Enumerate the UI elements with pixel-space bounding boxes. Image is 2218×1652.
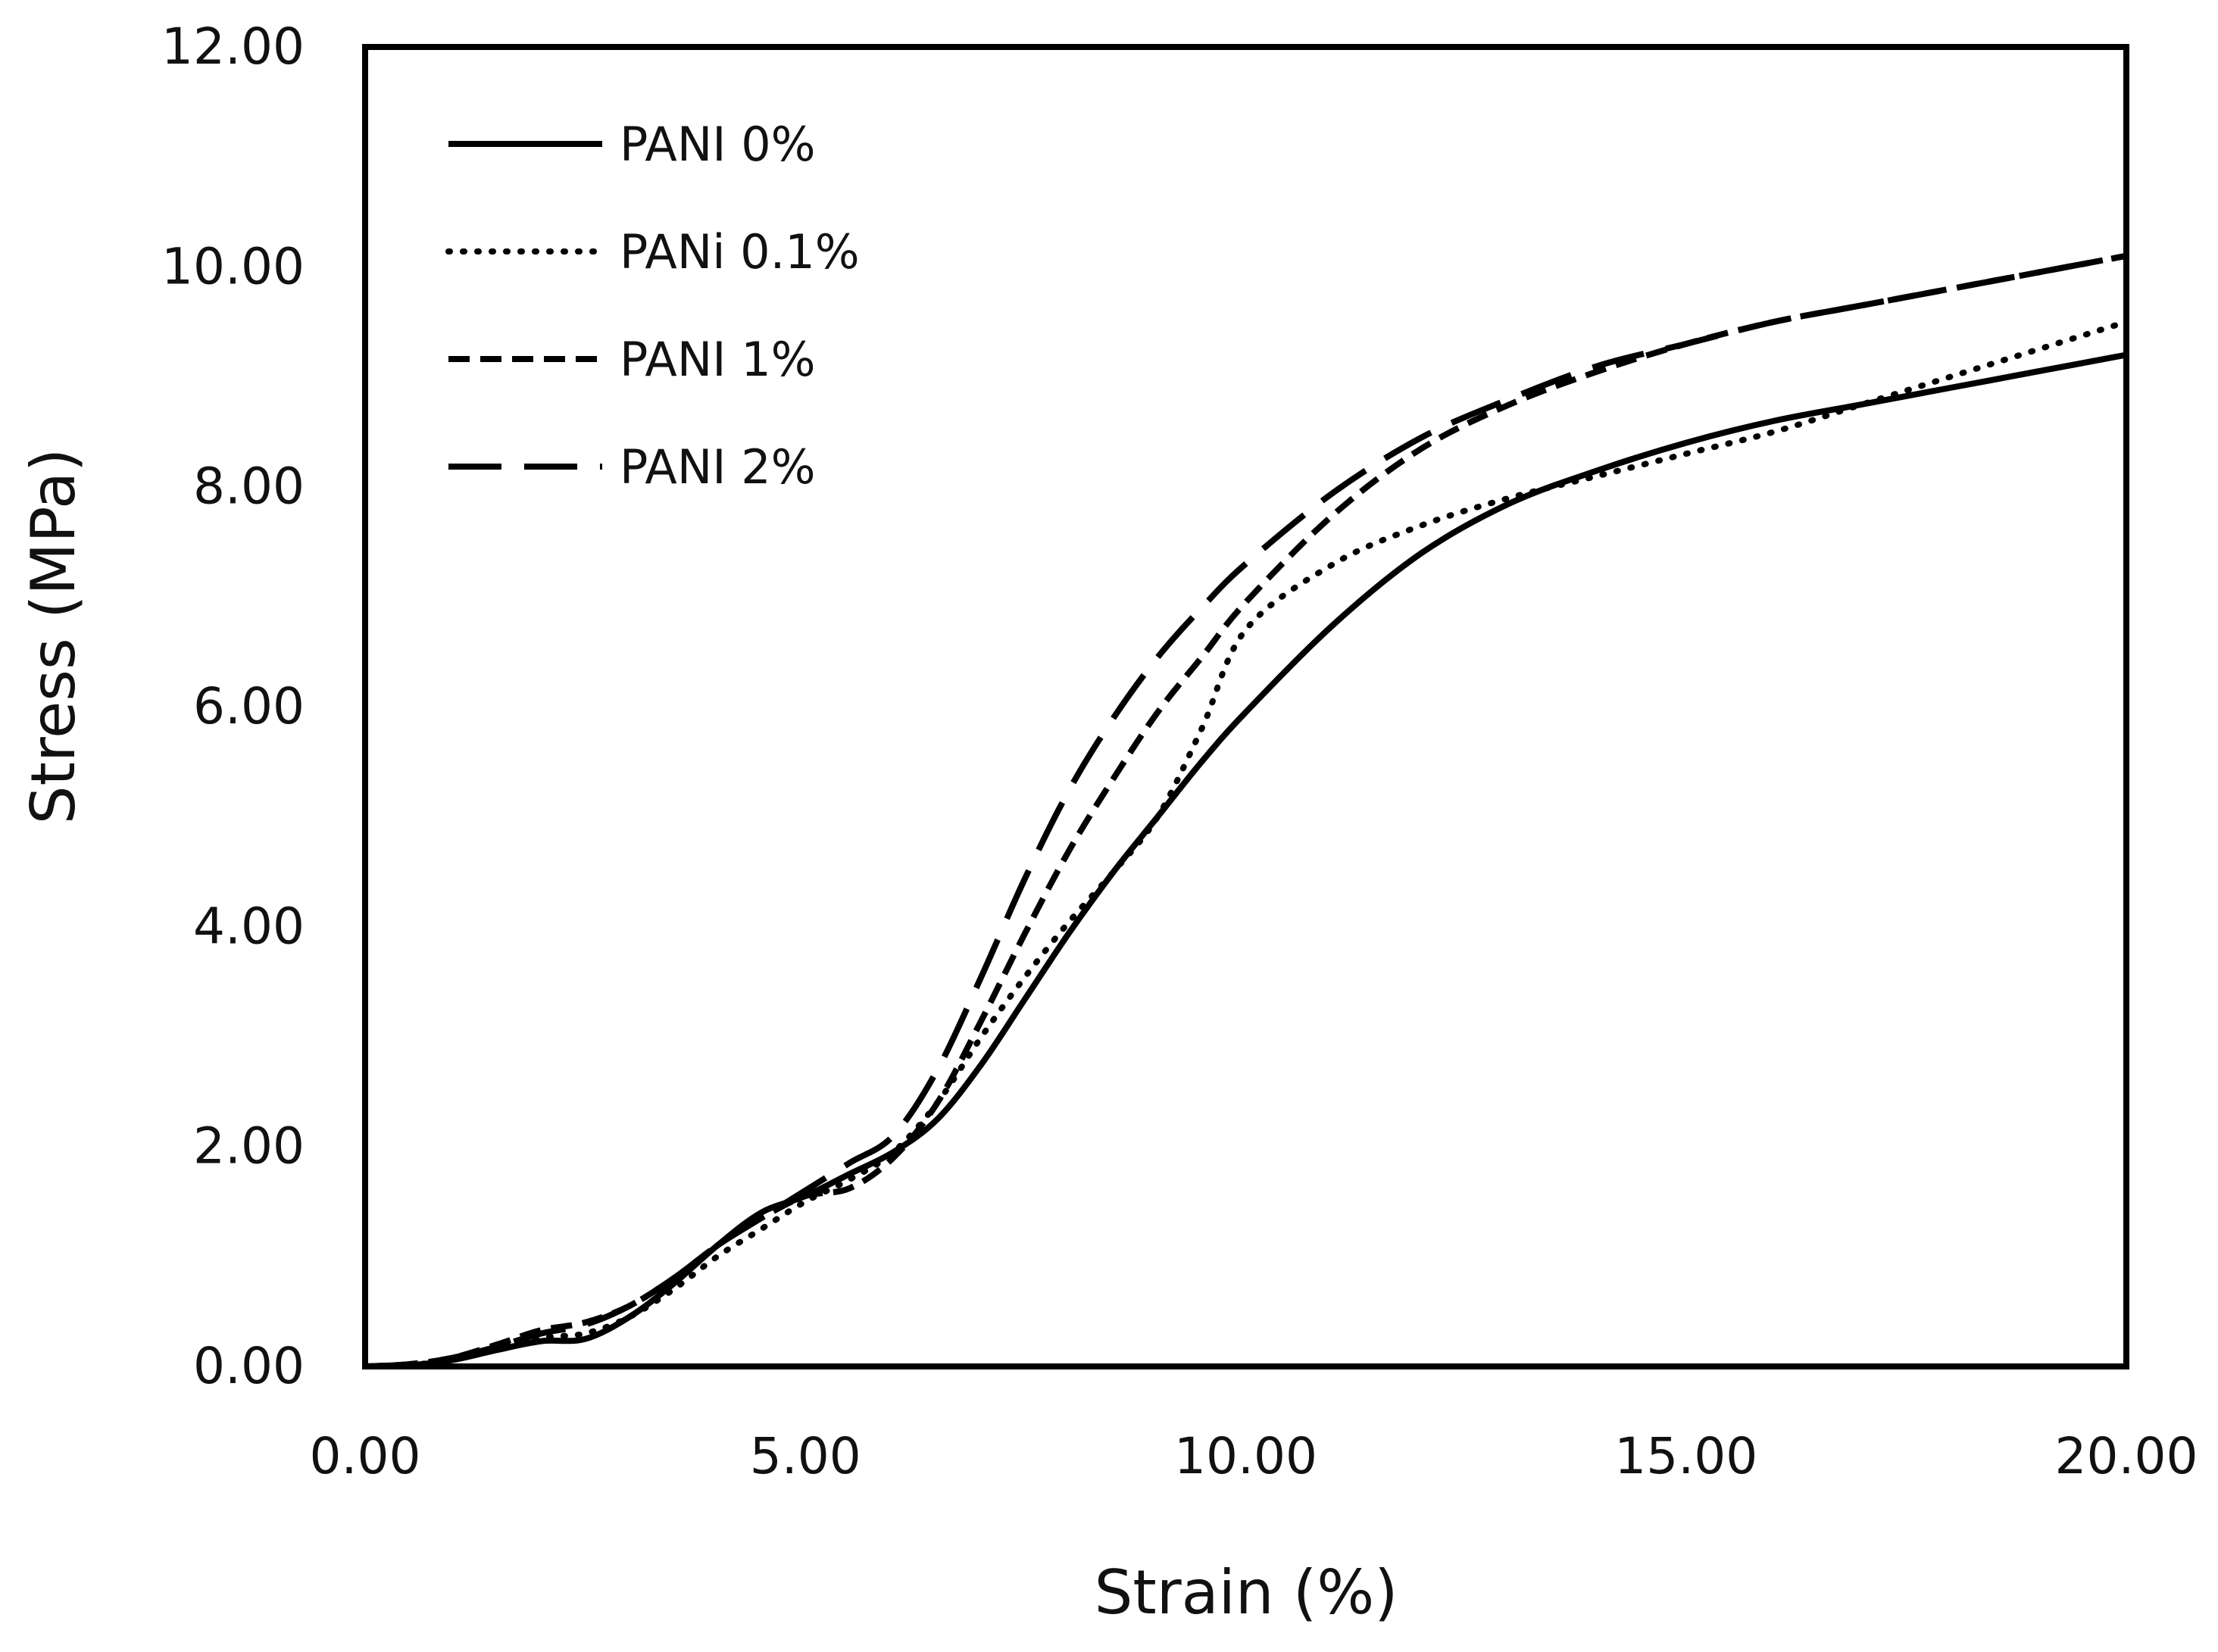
series-layer: [362, 252, 2129, 1369]
y-tick-label: 0.00: [193, 1337, 305, 1395]
y-tick-label: 6.00: [193, 677, 305, 735]
x-tick-label: 5.00: [750, 1427, 861, 1485]
y-tick-label: 4.00: [193, 897, 305, 955]
legend-label: PANI 0%: [620, 117, 816, 172]
y-tick-label: 8.00: [193, 458, 305, 516]
y-tick-labels: 0.00 2.00 4.00 6.00 8.00 10.00 12.00: [161, 17, 305, 1395]
plot-frame: [362, 44, 2129, 1369]
x-tick-label: 10.00: [1174, 1427, 1317, 1485]
x-tick-label: 0.00: [310, 1427, 421, 1485]
x-tick-labels: 0.00 5.00 10.00 15.00 20.00: [310, 1427, 2198, 1485]
series-line-pani-2: [364, 252, 2127, 1369]
legend-label: PANi 0.1%: [620, 224, 860, 279]
y-tick-label: 10.00: [161, 237, 305, 295]
x-tick-label: 20.00: [2055, 1427, 2198, 1485]
y-tick-label: 12.00: [161, 17, 305, 76]
legend: PANI 0% PANi 0.1% PANI 1% PANI 2%: [445, 117, 860, 495]
y-axis-title: Stress (MPa): [18, 448, 89, 824]
x-tick-label: 15.00: [1614, 1427, 1757, 1485]
y-tick-label: 2.00: [193, 1117, 305, 1176]
x-axis-title: Strain (%): [1095, 1557, 1398, 1628]
legend-label: PANI 1%: [620, 332, 816, 387]
legend-label: PANI 2%: [620, 439, 816, 495]
series-line-pani-0-1: [362, 318, 2129, 1369]
